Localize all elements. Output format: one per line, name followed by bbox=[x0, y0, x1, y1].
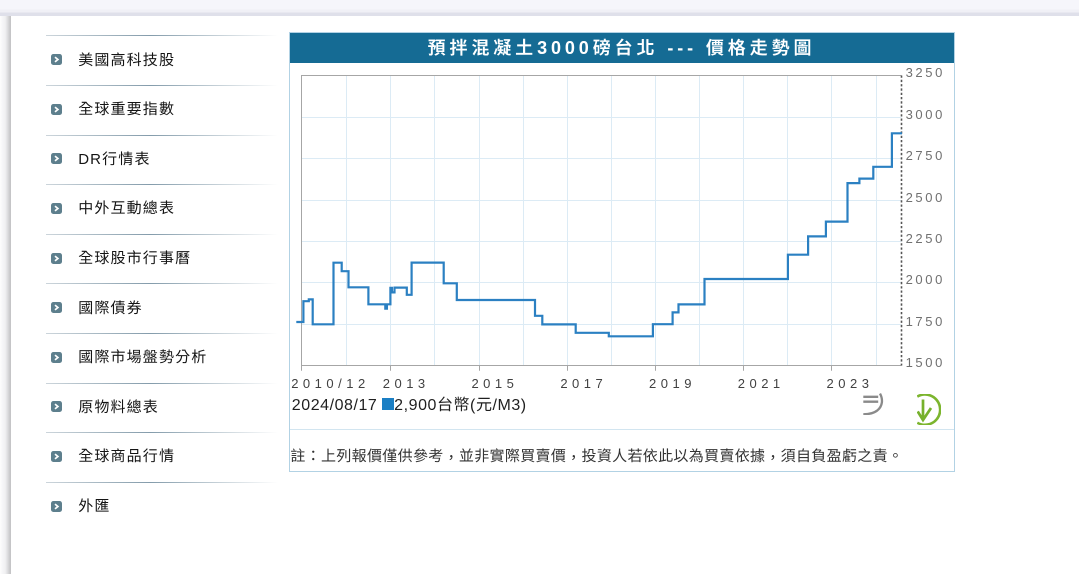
svg-text:1500: 1500 bbox=[906, 355, 945, 370]
svg-text:2010/12: 2010/12 bbox=[291, 376, 370, 391]
svg-text:2015: 2015 bbox=[471, 376, 518, 391]
svg-text:2019: 2019 bbox=[649, 376, 696, 391]
svg-text:2000: 2000 bbox=[906, 272, 945, 287]
svg-text:2013: 2013 bbox=[383, 376, 430, 391]
svg-text:2021: 2021 bbox=[738, 376, 785, 391]
svg-text:2250: 2250 bbox=[906, 231, 945, 246]
svg-text:2017: 2017 bbox=[560, 376, 607, 391]
svg-text:3000: 3000 bbox=[906, 107, 945, 122]
svg-text:2500: 2500 bbox=[906, 190, 945, 205]
svg-text:3250: 3250 bbox=[906, 65, 945, 80]
svg-text:2023: 2023 bbox=[827, 376, 874, 391]
svg-text:1750: 1750 bbox=[906, 314, 945, 329]
svg-text:2750: 2750 bbox=[906, 148, 945, 163]
